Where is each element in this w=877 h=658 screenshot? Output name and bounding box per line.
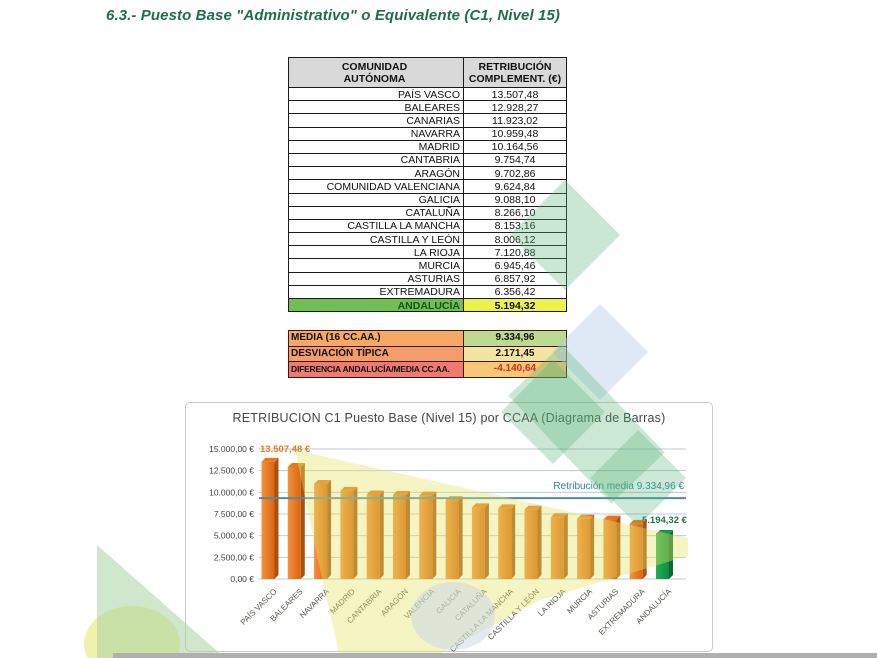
retribution-value-cell: 5.194,32 (464, 299, 567, 313)
media-line-label: Retribución media 9.334,96 € (553, 481, 684, 492)
page-title: 6.3.- Puesto Base "Administrativo" o Equ… (106, 7, 560, 24)
table-row: ARAGÓN 9.702,86 (288, 167, 567, 181)
y-axis-tick-label: 10.000,00 € (209, 487, 254, 497)
summary-label: DESVIACIÓN TÍPICA (288, 346, 464, 362)
column-header-comunidad: COMUNIDAD AUTÓNOMA (288, 58, 464, 88)
summary-value: 2.171,45 (464, 346, 567, 362)
bar (550, 513, 568, 579)
y-axis-tick-label: 15.000,00 € (209, 444, 254, 454)
table-row: LA RIOJA 7.120,88 (288, 246, 567, 260)
table-row: CANARIAS 11.923,02 (288, 114, 567, 128)
table-row: ANDALUCÍA 5.194,32 (288, 299, 567, 313)
bar (577, 514, 595, 579)
community-name-cell: MURCIA (288, 259, 464, 273)
community-name-cell: LA RIOJA (288, 246, 464, 260)
community-name-cell: CATALUÑA (288, 206, 464, 220)
table-row: COMUNIDAD VALENCIANA 9.624,84 (288, 180, 567, 194)
retribution-value-cell: 13.507,48 (464, 88, 567, 102)
bar (471, 503, 489, 579)
bar (393, 490, 410, 579)
community-name-cell: ARAGÓN (288, 167, 464, 181)
community-name-cell: CASTILLA LA MANCHA (288, 219, 464, 234)
community-name-cell: CASTILLA Y LEÓN (288, 233, 464, 247)
summary-row-desviacion: DESVIACIÓN TÍPICA 2.171,45 (288, 346, 567, 362)
summary-value: 9.334,96 (464, 331, 567, 347)
table-body: PAÍS VASCO 13.507,48 BALEARES 12.928,27 CANA… (288, 88, 567, 313)
retribution-value-cell: 6.857,92 (464, 272, 567, 286)
community-name-cell: ANDALUCÍA (288, 299, 464, 313)
first-bar-value-label: 13.507,48 € (260, 444, 311, 455)
retribution-value-cell: 12.928,27 (464, 101, 567, 115)
y-axis-tick-label: 2.500,00 € (214, 552, 254, 562)
bar (629, 519, 647, 579)
table-row: CANTABRIA 9.754,74 (288, 153, 567, 168)
retribution-value-cell: 6.945,46 (464, 259, 567, 273)
summary-table: MEDIA (16 CC.AA.) 9.334,96 DESVIACIÓN TÍPI… (288, 330, 567, 378)
retribution-value-cell: 9.702,86 (464, 167, 567, 181)
bar (603, 515, 621, 579)
retribution-value-cell: 9.754,74 (464, 153, 567, 168)
community-name-cell: BALEARES (288, 101, 464, 115)
community-name-cell: GALICIA (288, 193, 464, 207)
retribution-value-cell: 11.923,02 (464, 114, 567, 128)
y-axis-tick-label: 5.000,00 € (214, 531, 254, 541)
y-axis-tick-label: 0,00 € (230, 574, 254, 584)
retribution-value-cell: 8.266,10 (464, 206, 567, 220)
table-row: PAÍS VASCO 13.507,48 (288, 88, 567, 102)
bar (524, 505, 542, 579)
table-row: ASTURIAS 6.857,92 (288, 272, 567, 286)
community-name-cell: CANTABRIA (288, 153, 464, 168)
table-row: CASTILLA LA MANCHA 8.153,16 (288, 219, 567, 234)
summary-label: MEDIA (16 CC.AA.) (288, 331, 464, 347)
bar (445, 496, 463, 579)
community-name-cell: CANARIAS (288, 114, 464, 128)
summary-row-diferencia: DIFERENCIA ANDALUCÍA/MEDIA CC.AA. -4.140,… (288, 362, 567, 378)
chart-plot-area: 0,00 € 2.500,00 € 5.000,00 € 7.500,00 € 10.0… (209, 444, 688, 584)
retribution-value-cell: 9.088,10 (464, 193, 567, 207)
retribution-value-cell: 9.624,84 (464, 180, 567, 194)
bar (261, 457, 279, 579)
bar (340, 486, 358, 579)
retribution-value-cell: 8.153,16 (464, 219, 567, 234)
y-axis-tick-label: 7.500,00 € (214, 509, 254, 519)
community-name-cell: EXTREMADURA (288, 285, 464, 299)
chart-title: RETRIBUCION C1 Puesto Base (Nivel 15) po… (232, 411, 666, 425)
retribution-value-cell: 10.164,56 (464, 140, 567, 154)
table-row: MADRID 10.164,56 (288, 140, 567, 154)
retribution-value-cell: 7.120,88 (464, 246, 567, 260)
retribution-value-cell: 8.006,12 (464, 233, 567, 247)
retribution-value-cell: 6.356,42 (464, 285, 567, 299)
table-row: NAVARRA 10.959,48 (288, 127, 567, 141)
summary-row-media: MEDIA (16 CC.AA.) 9.334,96 (288, 331, 567, 347)
table-row: CATALUÑA 8.266,10 (288, 206, 567, 220)
bar (287, 462, 305, 579)
bar (314, 480, 332, 579)
community-name-cell: PAÍS VASCO (288, 88, 464, 102)
retribution-value-cell: 10.959,48 (464, 127, 567, 141)
table-row: CASTILLA Y LEÓN 8.006,12 (288, 233, 567, 247)
last-bar-value-label: 5.194,32 € (642, 515, 688, 526)
summary-label: DIFERENCIA ANDALUCÍA/MEDIA CC.AA. (288, 362, 464, 378)
bar-highlight (656, 529, 673, 579)
community-name-cell: COMUNIDAD VALENCIANA (288, 180, 464, 194)
table-header-row: COMUNIDAD AUTÓNOMA RETRIBUCIÓN COMPLEMEN… (288, 58, 567, 88)
bar-chart: RETRIBUCION C1 Puesto Base (Nivel 15) po… (185, 402, 713, 654)
bar (419, 491, 437, 579)
summary-value: -4.140,64 (464, 362, 567, 378)
y-axis-tick-label: 12.500,00 € (209, 466, 254, 476)
community-name-cell: ASTURIAS (288, 272, 464, 286)
column-header-retribucion: RETRIBUCIÓN COMPLEMENT. (€) (464, 58, 567, 88)
table-row: BALEARES 12.928,27 (288, 101, 567, 115)
retribution-table: COMUNIDAD AUTÓNOMA RETRIBUCIÓN COMPLEMEN… (288, 57, 567, 313)
table-row: EXTREMADURA 6.356,42 (288, 285, 567, 299)
table-row: GALICIA 9.088,10 (288, 193, 567, 207)
table-row: MURCIA 6.945,46 (288, 259, 567, 273)
community-name-cell: MADRID (288, 140, 464, 154)
page-bottom-divider (113, 653, 877, 658)
bar (498, 504, 516, 579)
community-name-cell: NAVARRA (288, 127, 464, 141)
bar (366, 490, 384, 579)
